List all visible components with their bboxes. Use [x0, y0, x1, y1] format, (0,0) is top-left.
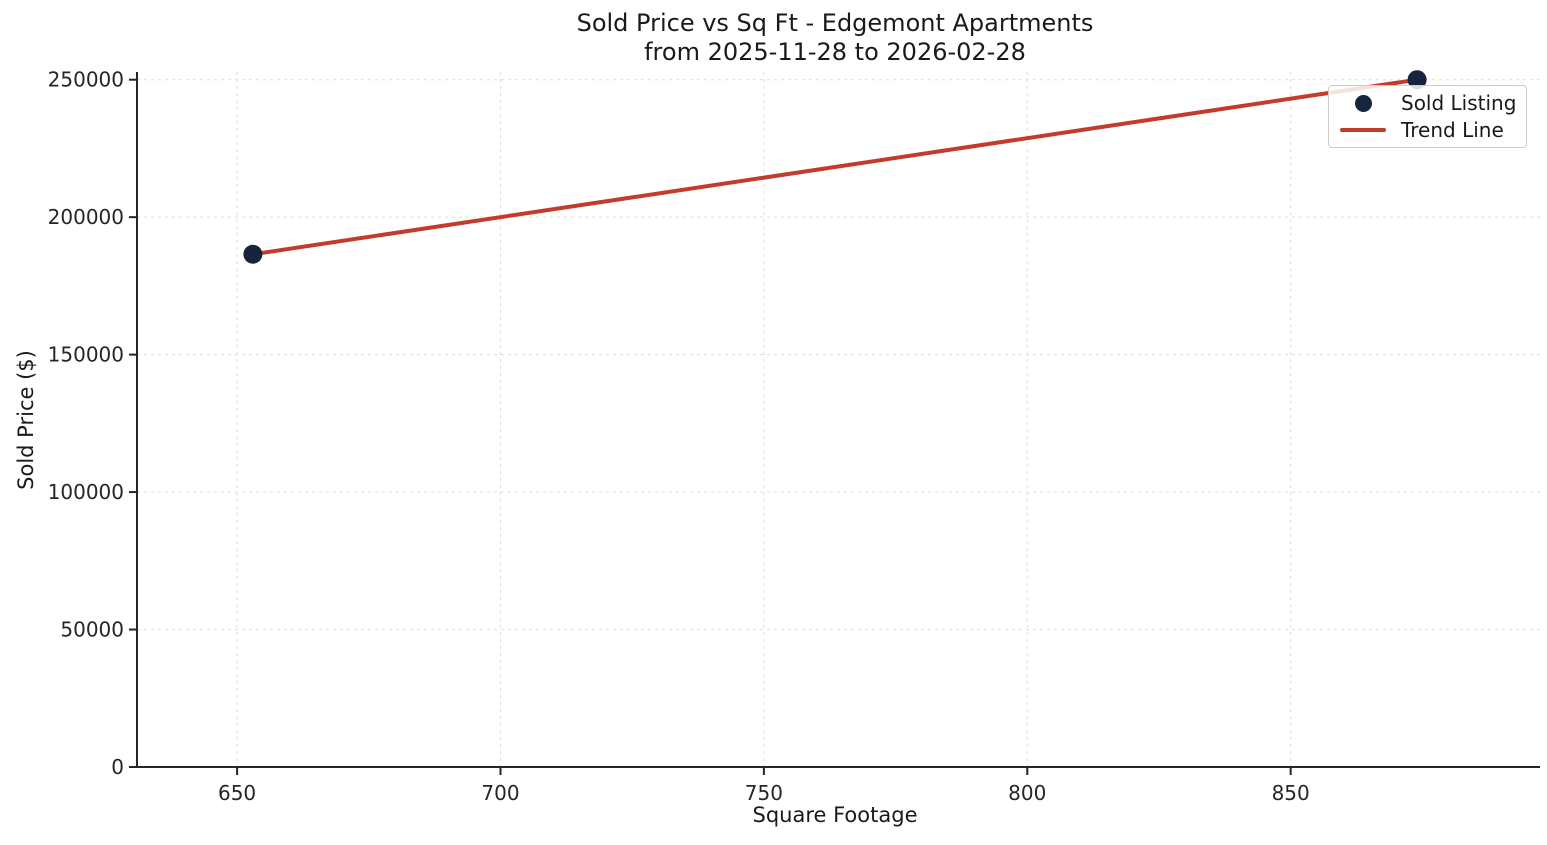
legend-marker-cell [1337, 127, 1389, 132]
scatter-point-874 [1407, 70, 1427, 90]
y-tick-label-50000: 50000 [60, 618, 124, 642]
legend-item-label: Sold Listing [1401, 91, 1517, 116]
legend-marker-cell [1337, 94, 1389, 112]
y-tick-label-0: 0 [111, 755, 124, 779]
scatter-marker-icon [1354, 94, 1372, 112]
chart-title: Sold Price vs Sq Ft - Edgemont Apartment… [137, 9, 1533, 67]
chart-title-line1: Sold Price vs Sq Ft - Edgemont Apartment… [576, 9, 1094, 37]
x-tick-label-700: 700 [481, 781, 519, 805]
x-tick-label-750: 750 [745, 781, 783, 805]
trend-line-marker-icon [1340, 127, 1386, 132]
y-tick-label-100000: 100000 [48, 480, 124, 504]
x-tick-label-800: 800 [1008, 781, 1046, 805]
y-axis-label: Sold Price ($) [14, 350, 38, 490]
chart-title-line2: from 2025-11-28 to 2026-02-28 [644, 38, 1026, 66]
y-tick-label-200000: 200000 [48, 205, 124, 229]
x-tick-label-850: 850 [1272, 781, 1310, 805]
legend-item-trend-line: Trend Line [1337, 118, 1518, 142]
scatter-point-653 [243, 244, 263, 264]
legend-item-sold-listing: Sold Listing [1337, 91, 1518, 115]
legend-box: Sold Listing Trend Line [1328, 85, 1527, 148]
legend-item-label: Trend Line [1401, 117, 1504, 142]
y-tick-label-250000: 250000 [48, 68, 124, 92]
x-tick-label-650: 650 [218, 781, 256, 805]
trend-line [250, 77, 1420, 257]
y-tick-label-150000: 150000 [48, 343, 124, 367]
x-axis-label: Square Footage [752, 803, 918, 827]
